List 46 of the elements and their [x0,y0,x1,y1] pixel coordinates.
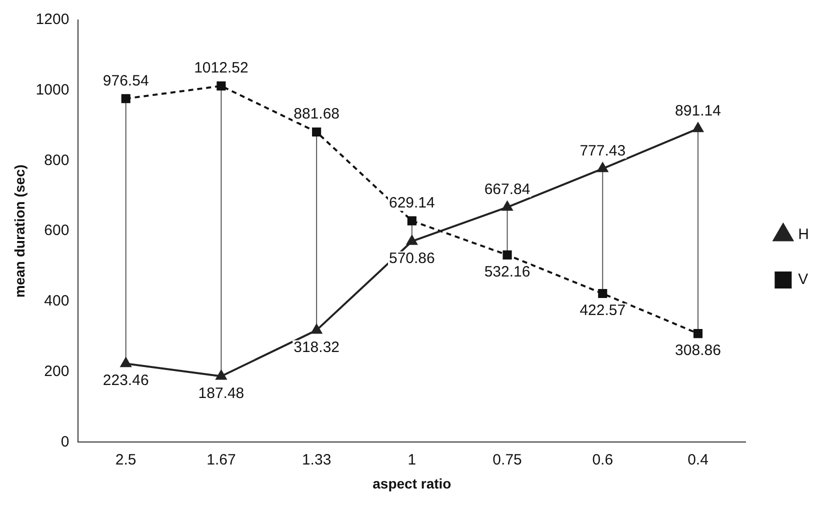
point [598,288,608,298]
y-tick-label: 0 [60,433,70,450]
y-tick-label: 600 [44,222,70,240]
data-label: 777.43 [580,142,626,160]
point [120,358,132,368]
y-tick-label: 200 [44,362,70,380]
point [502,250,512,260]
data-label: 422.57 [580,302,626,320]
x-tick-label: 1.33 [302,451,332,468]
point [312,127,322,137]
x-tick-label: 1 [408,451,416,468]
data-label: 570.86 [388,250,435,267]
x-tick-label: 0.6 [592,451,614,468]
point [311,324,322,334]
point [406,235,418,245]
data-label: 629.14 [388,194,435,212]
point [407,216,416,226]
data-label: 976.54 [102,72,149,90]
point [502,201,513,211]
point [692,122,704,132]
point [693,328,703,338]
data-label: 881.68 [294,106,340,123]
y-tick-label: 400 [44,292,70,310]
data-label: 667.84 [484,180,530,198]
point [216,81,226,90]
x-tick-label: 1.67 [206,451,236,468]
x-tick-label: 0.75 [492,451,522,468]
point [597,162,608,172]
point [216,370,227,380]
data-label: 223.46 [102,372,149,390]
data-label: 187.48 [198,384,244,402]
y-tick-label: 1200 [36,11,70,28]
x-tick-label: 2.5 [115,451,136,468]
x-axis-title: aspect ratio [372,475,452,492]
x-tick-label: 0.4 [688,451,708,468]
data-label: 308.86 [675,342,721,360]
data-label: 891.14 [675,102,721,120]
data-label: 532.16 [484,264,530,281]
y-tick-label: 800 [44,152,70,169]
data-label: 1012.52 [194,60,248,77]
y-tick-label: 1000 [36,82,70,99]
y-axis-title: mean duration (sec) [11,164,28,298]
legend-label: V [798,271,808,288]
point [121,94,130,104]
data-label: 318.32 [294,338,340,356]
legend-label: H [798,226,810,244]
